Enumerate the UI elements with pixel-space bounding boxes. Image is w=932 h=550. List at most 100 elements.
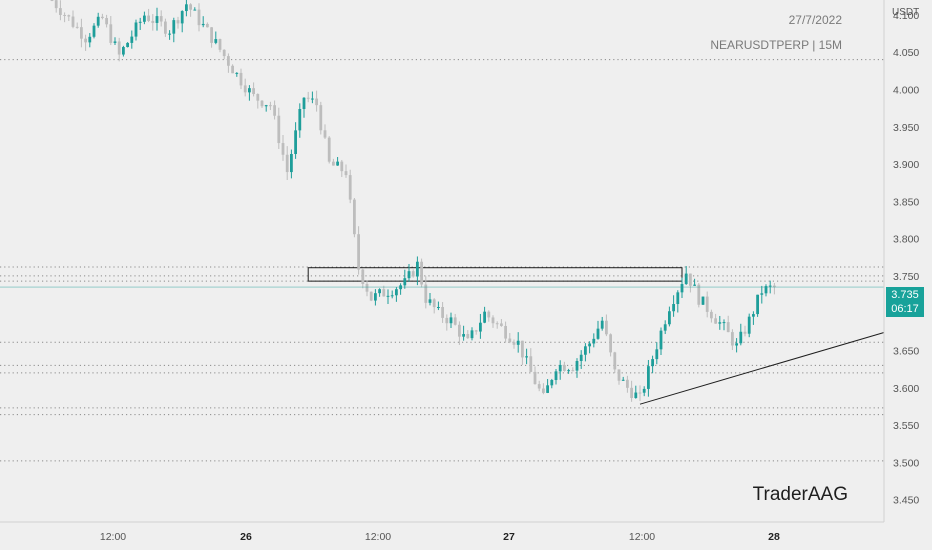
candle-body	[487, 311, 491, 318]
candle-body	[319, 105, 323, 131]
resistance-zone	[307, 267, 683, 282]
candle-body	[164, 21, 167, 34]
candle-body	[773, 285, 776, 288]
candle-body	[92, 25, 96, 37]
candle-body	[71, 16, 75, 27]
candle-body	[122, 47, 125, 55]
candle-body	[264, 105, 268, 107]
candle-body	[529, 356, 533, 372]
candle-body	[638, 392, 642, 394]
candle-countdown: 06:17	[891, 303, 919, 315]
candle-body	[479, 322, 482, 332]
candle-body	[101, 16, 104, 19]
candle-body	[424, 284, 428, 303]
candle-body	[281, 143, 285, 155]
candle-body	[138, 21, 142, 23]
candle-body	[504, 325, 507, 339]
candle-body	[210, 27, 213, 43]
candle-body	[651, 359, 654, 367]
ascending-trendline	[639, 332, 884, 405]
candle-body	[428, 299, 432, 303]
price-tick-label: 3.850	[893, 196, 919, 208]
current-price-value: 3.735	[891, 289, 919, 301]
candle-body	[353, 199, 356, 235]
candle-body	[512, 342, 516, 345]
candle-body	[731, 332, 734, 346]
candle-body	[634, 392, 638, 398]
candle-body	[117, 41, 121, 55]
price-tick-label: 4.000	[893, 84, 919, 96]
candle-body	[348, 175, 352, 200]
candle-body	[437, 307, 440, 309]
candle-body	[105, 18, 108, 25]
candle-body	[600, 320, 604, 329]
candle-body	[277, 115, 281, 144]
candle-body	[701, 296, 705, 305]
candle-body	[752, 314, 755, 317]
candle-body	[630, 387, 633, 398]
candle-body	[613, 352, 617, 370]
candle-body	[109, 24, 113, 43]
price-tick-label: 4.100	[893, 10, 919, 22]
candle-body	[298, 109, 302, 131]
candle-body	[764, 286, 768, 294]
candle-body	[575, 360, 579, 371]
candle-body	[67, 15, 71, 17]
candle-body	[508, 338, 512, 343]
candle-body	[336, 161, 339, 166]
candle-body	[344, 171, 348, 176]
price-tick-label: 4.050	[893, 47, 919, 59]
candle-body	[256, 94, 260, 101]
price-tick-label: 3.900	[893, 159, 919, 171]
candle-body	[697, 284, 701, 305]
candle-body	[59, 8, 62, 15]
candle-body	[542, 388, 545, 393]
time-axis[interactable]: 12:00 26 12:00 27 12:00 28	[100, 531, 780, 543]
candle-body	[357, 234, 360, 270]
candle-body	[75, 26, 79, 28]
candle-body	[588, 343, 591, 347]
candle-body	[554, 371, 558, 381]
candle-body	[676, 292, 680, 305]
candle-body	[407, 271, 411, 279]
candle-body	[743, 331, 747, 334]
candle-body	[180, 11, 184, 24]
candle-body	[411, 271, 415, 277]
candle-body	[521, 340, 524, 358]
candle-body	[584, 346, 587, 355]
candle-body	[617, 369, 621, 381]
price-tick-label: 3.950	[893, 122, 919, 134]
candle-body	[710, 311, 713, 319]
candle-body	[474, 330, 478, 332]
time-tick-label: 28	[768, 531, 780, 543]
candle-body	[84, 38, 87, 43]
candle-body	[567, 370, 570, 372]
candle-body	[235, 72, 239, 74]
candle-body	[197, 9, 201, 26]
candle-body	[714, 318, 717, 324]
candle-body	[470, 330, 474, 339]
candle-body	[386, 295, 390, 297]
candle-body	[642, 388, 646, 393]
candle-body	[432, 299, 436, 308]
candle-body	[441, 307, 444, 318]
candle-body	[672, 304, 675, 312]
candle-body	[395, 289, 398, 296]
candle-body	[332, 161, 335, 166]
candle-body	[747, 316, 751, 334]
candle-body	[243, 85, 247, 93]
time-tick-label: 12:00	[100, 531, 126, 543]
candle-body	[306, 97, 310, 99]
candle-body	[546, 385, 549, 393]
candle-body	[285, 154, 289, 173]
candle-body	[185, 4, 188, 12]
candlesticks	[50, 0, 776, 402]
candle-body	[663, 324, 667, 331]
time-tick-label: 27	[503, 531, 515, 543]
price-axis[interactable]: 4.100 4.050 4.000 3.950 3.900 3.850 3.800 3.750…	[893, 10, 919, 507]
candle-body	[63, 14, 66, 16]
candle-body	[449, 317, 453, 324]
candle-body	[151, 20, 155, 23]
